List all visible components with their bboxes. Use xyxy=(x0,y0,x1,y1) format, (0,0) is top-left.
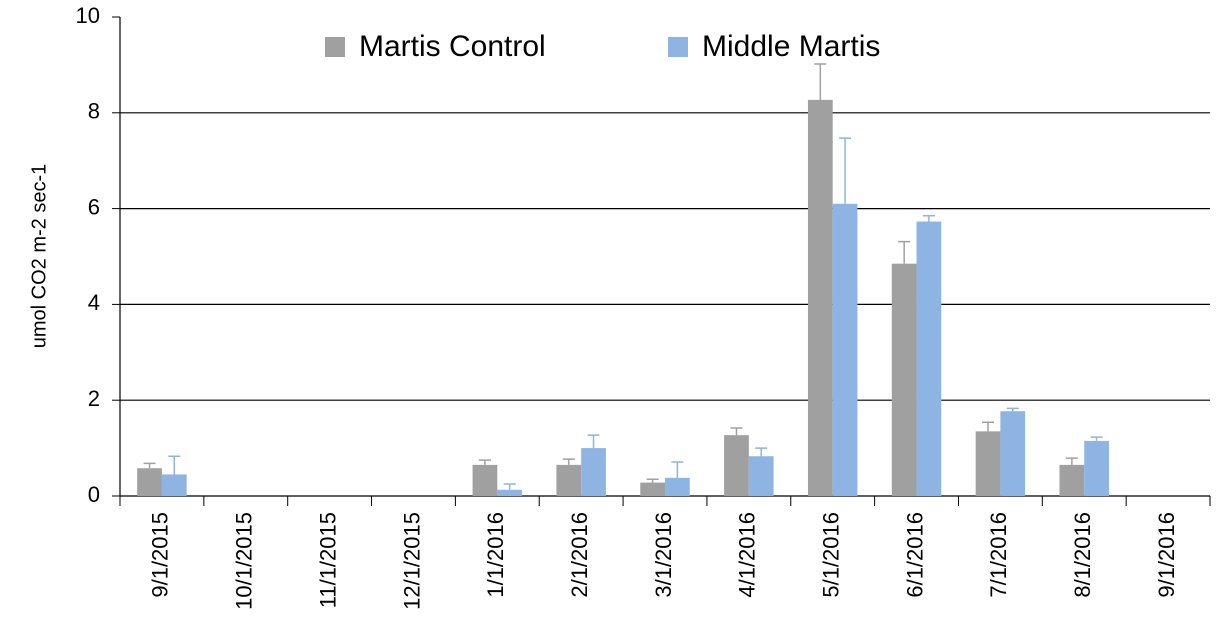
bar xyxy=(161,474,187,496)
x-tick-label: 9/1/2016 xyxy=(1154,512,1179,598)
error-bar xyxy=(922,215,935,222)
bar xyxy=(1059,464,1085,496)
error-bar xyxy=(839,137,852,204)
x-tick-label: 2/1/2016 xyxy=(567,512,592,598)
error-bar xyxy=(982,421,995,432)
y-tick-label: 0 xyxy=(88,482,100,507)
x-tick-label: 4/1/2016 xyxy=(735,512,760,598)
x-tick-label: 11/1/2015 xyxy=(315,512,340,608)
error-bar xyxy=(755,447,768,457)
error-bar xyxy=(814,63,827,100)
error-bar xyxy=(646,478,659,483)
bar xyxy=(581,448,606,496)
bar xyxy=(975,431,1001,496)
error-bar xyxy=(478,459,491,465)
bar xyxy=(1000,411,1026,496)
y-tick-label: 6 xyxy=(88,194,100,219)
error-bar xyxy=(143,462,156,469)
bar xyxy=(916,221,942,496)
x-tick-label: 9/1/2015 xyxy=(148,512,173,598)
error-bar xyxy=(1065,457,1078,465)
bar xyxy=(640,482,665,496)
x-tick-label: 10/1/2015 xyxy=(232,512,257,610)
error-bar xyxy=(562,458,575,465)
bar xyxy=(137,468,162,496)
error-bar xyxy=(168,455,181,475)
bar xyxy=(556,464,582,496)
bar xyxy=(807,99,833,496)
bar xyxy=(497,489,523,496)
legend-swatch xyxy=(325,37,345,57)
y-tick-label: 4 xyxy=(88,290,100,315)
legend-label: Middle Martis xyxy=(702,30,880,63)
x-tick-label: 7/1/2016 xyxy=(986,512,1011,598)
bar xyxy=(891,263,917,496)
y-tick-label: 8 xyxy=(88,99,100,124)
legend-swatch xyxy=(668,37,688,57)
x-tick-label: 1/1/2016 xyxy=(483,512,508,598)
legend-label: Martis Control xyxy=(359,30,546,63)
bar xyxy=(1084,440,1109,496)
error-bar xyxy=(898,240,911,264)
x-tick-label: 3/1/2016 xyxy=(651,512,676,598)
error-bar xyxy=(587,434,600,449)
x-tick-label: 8/1/2016 xyxy=(1070,512,1095,598)
bar xyxy=(724,435,749,496)
y-tick-label: 10 xyxy=(76,3,100,28)
error-bar xyxy=(1006,407,1019,412)
error-bar xyxy=(1090,436,1103,441)
bar xyxy=(832,203,858,496)
x-tick-label: 12/1/2015 xyxy=(399,512,424,610)
error-bar xyxy=(730,427,743,436)
bar xyxy=(472,464,498,496)
y-tick-label: 2 xyxy=(88,386,100,411)
bar xyxy=(748,456,774,496)
error-bar xyxy=(503,483,516,490)
error-bar xyxy=(671,461,684,478)
x-tick-label: 5/1/2016 xyxy=(819,512,844,598)
bar xyxy=(665,477,690,496)
y-axis-label: umol CO2 m-2 sec-1 xyxy=(28,164,50,349)
x-tick-label: 6/1/2016 xyxy=(902,512,927,598)
